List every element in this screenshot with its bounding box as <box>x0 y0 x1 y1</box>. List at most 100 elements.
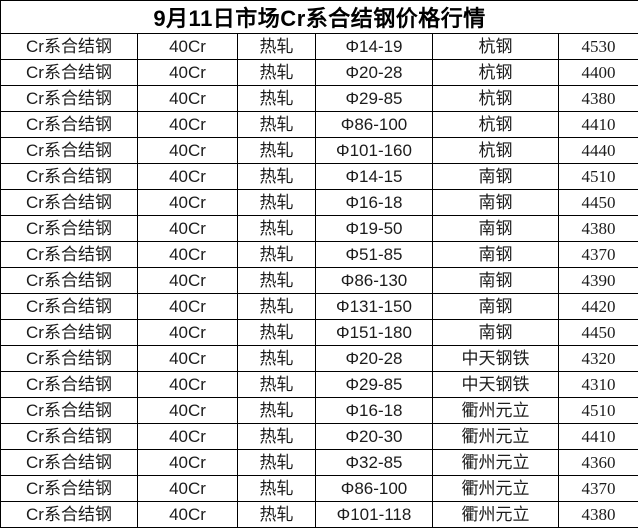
cell-price: 4420 <box>557 293 638 320</box>
cell-price: 4410 <box>557 111 638 138</box>
cell-mill: 衢州元立 <box>432 423 559 450</box>
cell-spec: Φ20-30 <box>315 423 433 450</box>
table-row: Cr系合结钢 40Cr 热轧 Φ20-28 杭钢 4400 <box>0 59 638 86</box>
cell-price: 4450 <box>557 189 638 216</box>
table-row: Cr系合结钢 40Cr 热轧 Φ86-100 衢州元立 4370 <box>0 475 638 502</box>
cell-process: 热轧 <box>237 111 316 138</box>
cell-grade: 40Cr <box>137 423 238 450</box>
page-title: 9月11日市场Cr系合结钢价格行情 <box>0 0 638 34</box>
cell-process: 热轧 <box>237 397 316 424</box>
cell-mill: 杭钢 <box>432 85 559 112</box>
table-row: Cr系合结钢 40Cr 热轧 Φ101-160 杭钢 4440 <box>0 137 638 164</box>
cell-material: Cr系合结钢 <box>0 59 138 86</box>
cell-grade: 40Cr <box>137 371 238 398</box>
table-row: Cr系合结钢 40Cr 热轧 Φ86-100 杭钢 4410 <box>0 111 638 138</box>
table-row: Cr系合结钢 40Cr 热轧 Φ131-150 南钢 4420 <box>0 293 638 320</box>
cell-mill: 中天钢铁 <box>432 371 559 398</box>
cell-price: 4310 <box>557 371 638 398</box>
cell-mill: 衢州元立 <box>432 475 559 502</box>
cell-price: 4450 <box>557 319 638 346</box>
cell-material: Cr系合结钢 <box>0 345 138 372</box>
table-row: Cr系合结钢 40Cr 热轧 Φ101-118 衢州元立 4380 <box>0 501 638 528</box>
cell-price: 4360 <box>557 449 638 476</box>
cell-process: 热轧 <box>237 293 316 320</box>
cell-material: Cr系合结钢 <box>0 423 138 450</box>
cell-material: Cr系合结钢 <box>0 397 138 424</box>
cell-material: Cr系合结钢 <box>0 85 138 112</box>
table-row: Cr系合结钢 40Cr 热轧 Φ20-30 衢州元立 4410 <box>0 423 638 450</box>
cell-process: 热轧 <box>237 423 316 450</box>
cell-spec: Φ86-100 <box>315 475 433 502</box>
cell-price: 4370 <box>557 241 638 268</box>
cell-grade: 40Cr <box>137 85 238 112</box>
cell-material: Cr系合结钢 <box>0 267 138 294</box>
cell-material: Cr系合结钢 <box>0 189 138 216</box>
cell-price: 4380 <box>557 501 638 528</box>
table-row: Cr系合结钢 40Cr 热轧 Φ14-19 杭钢 4530 <box>0 33 638 60</box>
cell-mill: 衢州元立 <box>432 397 559 424</box>
cell-grade: 40Cr <box>137 215 238 242</box>
table-header: 9月11日市场Cr系合结钢价格行情 <box>0 0 638 34</box>
cell-spec: Φ20-28 <box>315 345 433 372</box>
cell-mill: 衢州元立 <box>432 449 559 476</box>
cell-spec: Φ32-85 <box>315 449 433 476</box>
cell-spec: Φ86-100 <box>315 111 433 138</box>
cell-mill: 南钢 <box>432 163 559 190</box>
cell-material: Cr系合结钢 <box>0 371 138 398</box>
cell-grade: 40Cr <box>137 293 238 320</box>
cell-mill: 杭钢 <box>432 33 559 60</box>
cell-process: 热轧 <box>237 189 316 216</box>
cell-mill: 南钢 <box>432 241 559 268</box>
cell-mill: 衢州元立 <box>432 501 559 528</box>
cell-spec: Φ20-28 <box>315 59 433 86</box>
cell-spec: Φ19-50 <box>315 215 433 242</box>
cell-spec: Φ14-15 <box>315 163 433 190</box>
cell-price: 4510 <box>557 397 638 424</box>
cell-grade: 40Cr <box>137 189 238 216</box>
cell-material: Cr系合结钢 <box>0 293 138 320</box>
table-row: Cr系合结钢 40Cr 热轧 Φ51-85 南钢 4370 <box>0 241 638 268</box>
cell-spec: Φ14-19 <box>315 33 433 60</box>
cell-spec: Φ29-85 <box>315 85 433 112</box>
cell-process: 热轧 <box>237 163 316 190</box>
cell-grade: 40Cr <box>137 501 238 528</box>
cell-process: 热轧 <box>237 319 316 346</box>
cell-mill: 南钢 <box>432 267 559 294</box>
cell-grade: 40Cr <box>137 111 238 138</box>
cell-price: 4380 <box>557 85 638 112</box>
cell-grade: 40Cr <box>137 475 238 502</box>
title-row: 9月11日市场Cr系合结钢价格行情 <box>0 0 638 34</box>
cell-material: Cr系合结钢 <box>0 475 138 502</box>
cell-mill: 南钢 <box>432 293 559 320</box>
cell-spec: Φ51-85 <box>315 241 433 268</box>
cell-process: 热轧 <box>237 215 316 242</box>
cell-material: Cr系合结钢 <box>0 241 138 268</box>
cell-spec: Φ16-18 <box>315 397 433 424</box>
cell-process: 热轧 <box>237 475 316 502</box>
cell-material: Cr系合结钢 <box>0 215 138 242</box>
cell-process: 热轧 <box>237 449 316 476</box>
cell-material: Cr系合结钢 <box>0 449 138 476</box>
cell-process: 热轧 <box>237 501 316 528</box>
cell-grade: 40Cr <box>137 345 238 372</box>
cell-grade: 40Cr <box>137 397 238 424</box>
cell-price: 4410 <box>557 423 638 450</box>
cell-mill: 南钢 <box>432 189 559 216</box>
cell-mill: 杭钢 <box>432 137 559 164</box>
cell-mill: 南钢 <box>432 215 559 242</box>
cell-price: 4440 <box>557 137 638 164</box>
cell-price: 4530 <box>557 33 638 60</box>
table-row: Cr系合结钢 40Cr 热轧 Φ86-130 南钢 4390 <box>0 267 638 294</box>
cell-grade: 40Cr <box>137 137 238 164</box>
cell-spec: Φ101-160 <box>315 137 433 164</box>
table-row: Cr系合结钢 40Cr 热轧 Φ32-85 衢州元立 4360 <box>0 449 638 476</box>
cell-material: Cr系合结钢 <box>0 33 138 60</box>
cell-material: Cr系合结钢 <box>0 111 138 138</box>
cell-grade: 40Cr <box>137 449 238 476</box>
table-body: Cr系合结钢 40Cr 热轧 Φ14-19 杭钢 4530 Cr系合结钢 40C… <box>0 33 638 528</box>
cell-price: 4510 <box>557 163 638 190</box>
table-row: Cr系合结钢 40Cr 热轧 Φ20-28 中天钢铁 4320 <box>0 345 638 372</box>
cell-mill: 南钢 <box>432 319 559 346</box>
